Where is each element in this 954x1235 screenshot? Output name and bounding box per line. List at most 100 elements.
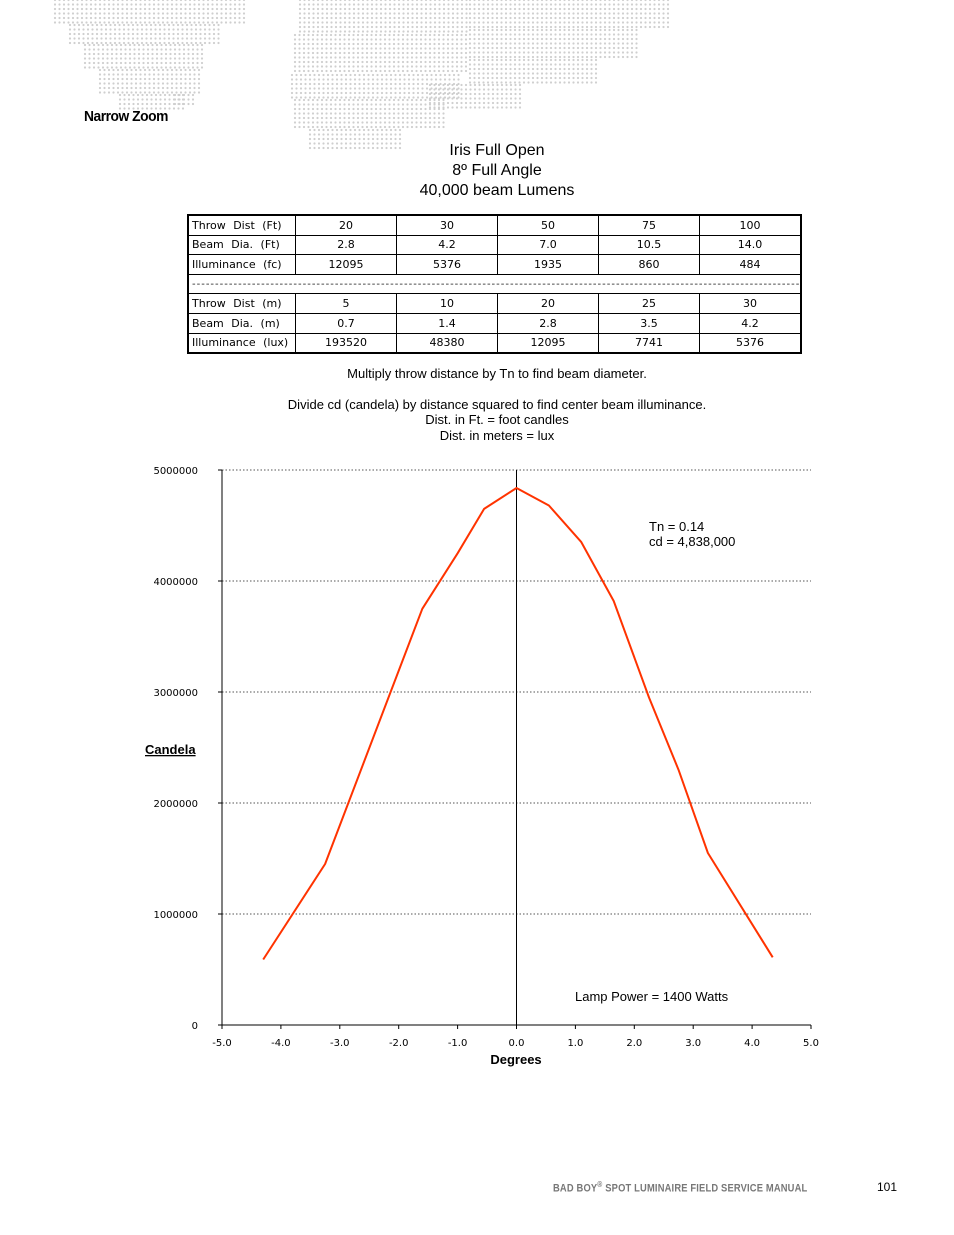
map-dot [298,25,302,29]
map-dot [433,12,437,15]
x-tick-label: 0.0 [509,1038,525,1049]
map-dot [157,73,160,76]
map-dot [202,7,205,11]
map-dot [73,32,76,36]
map-dot [298,60,301,64]
map-dot [357,30,360,33]
map-dot [184,82,187,85]
map-dot [347,60,351,64]
map-dot [73,41,76,45]
map-dot [176,28,180,31]
map-dot [339,3,342,6]
map-dot [356,33,360,37]
map-dot [148,86,151,90]
map-dot [307,7,311,11]
map-dot [233,21,237,24]
map-dot [182,61,186,65]
map-dot [191,93,195,97]
map-dot [154,98,158,101]
map-dot [143,3,147,6]
map-dot [181,37,184,40]
map-dot [330,12,333,15]
map-dot [442,3,446,6]
map-dot [142,48,145,51]
map-dot [145,32,148,36]
map-dot [134,16,138,20]
map-dot [347,51,351,55]
map-dot [123,102,126,106]
map-dot [406,51,409,55]
x-tick-label: 2.0 [626,1038,642,1049]
map-dot [429,25,432,29]
map-dot [406,30,410,33]
map-dot [125,12,129,15]
map-dot [375,12,378,15]
map-dot [136,37,139,40]
map-dot [80,16,84,20]
map-dot [73,23,76,27]
map-dot [150,98,153,101]
map-dot [406,60,409,64]
map-dot [124,66,127,69]
map-dot [125,77,129,81]
map-dot [86,28,90,31]
map-dot [154,107,158,110]
map-dot [116,68,120,72]
map-dot [366,12,369,15]
map-dot [125,3,129,6]
map-dot [179,68,183,72]
map-dot [148,7,151,11]
map-dot [115,43,118,47]
map-dot [193,86,196,90]
map-dot [361,51,364,55]
map-dot [152,82,156,85]
map-dot [86,37,90,40]
map-dot [338,65,342,68]
map-dot [116,12,120,15]
map-dot [85,16,88,20]
map-dot [383,38,387,41]
map-dot [215,21,219,24]
map-dot [152,68,156,72]
map-dot [124,43,127,47]
map-dot [143,21,147,24]
map-dot [157,91,160,94]
map-dot [125,16,129,20]
map-dot [365,38,369,41]
map-dot [119,52,123,56]
map-dot [370,21,374,24]
map-dot [200,66,204,69]
map-dot [352,30,356,33]
map-dot [406,65,409,68]
map-dot [330,30,333,33]
map-dot [347,65,351,68]
map-dot [208,32,211,36]
map-dot [348,12,351,15]
map-dot [384,25,387,29]
map-dot [465,7,468,11]
map-dot [233,16,237,20]
map-dot [197,91,201,94]
map-dot [347,56,351,59]
map-dot [298,42,301,46]
map-dot [131,28,135,31]
map-dot [200,48,204,51]
map-dot [401,56,405,59]
map-dot [196,57,199,60]
map-dot [182,93,186,97]
map-dot [149,28,153,31]
map-dot [442,30,446,33]
map-dot [402,30,405,33]
map-dot [139,82,142,85]
map-dot [366,25,369,29]
map-dot [159,107,162,110]
map-dot [384,7,387,11]
map-dot [465,0,468,2]
map-dot [410,60,414,64]
map-dot [352,51,355,55]
map-dot [130,68,133,72]
map-dot [438,21,441,24]
map-dot [157,21,160,24]
map-dot [438,0,441,2]
map-dot [100,32,103,36]
